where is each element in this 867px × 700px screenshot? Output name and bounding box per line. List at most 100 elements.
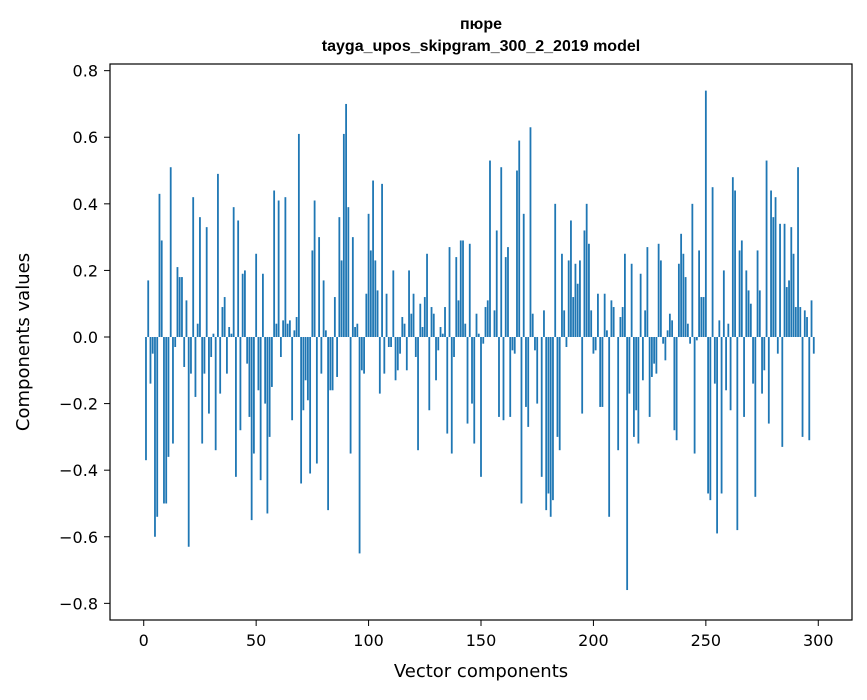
- bar-159: [500, 167, 502, 337]
- bar-46: [246, 337, 248, 364]
- bar-10: [165, 337, 167, 503]
- bar-258: [723, 270, 725, 337]
- bar-71: [302, 337, 304, 410]
- bar-63: [284, 197, 286, 337]
- bar-38: [228, 327, 230, 337]
- bar-201: [595, 337, 597, 350]
- bar-184: [557, 337, 559, 437]
- bar-43: [240, 337, 242, 430]
- bar-93: [352, 237, 354, 337]
- y-tick-label: 0.6: [73, 128, 98, 147]
- bar-252: [709, 337, 711, 500]
- bar-95: [356, 324, 358, 337]
- bar-188: [566, 337, 568, 347]
- bar-146: [471, 337, 473, 404]
- bar-17: [181, 277, 183, 337]
- bar-196: [584, 230, 586, 337]
- x-tick-label: 150: [466, 631, 497, 650]
- bar-133: [442, 334, 444, 337]
- bar-247: [698, 250, 700, 337]
- bar-149: [478, 334, 480, 337]
- bar-167: [518, 141, 520, 337]
- bar-191: [572, 297, 574, 337]
- bar-18: [183, 337, 185, 367]
- bar-61: [280, 337, 282, 357]
- bar-1: [145, 337, 147, 460]
- bar-158: [498, 337, 500, 417]
- bar-246: [696, 337, 698, 340]
- bar-7: [159, 194, 161, 337]
- bar-279: [770, 191, 772, 337]
- bar-236: [673, 337, 675, 430]
- bar-86: [336, 337, 338, 377]
- bar-294: [804, 310, 806, 337]
- bar-156: [494, 310, 496, 337]
- bar-113: [397, 337, 399, 370]
- bar-212: [620, 317, 622, 337]
- bar-135: [446, 337, 448, 434]
- bar-163: [509, 337, 511, 417]
- bar-108: [386, 294, 388, 337]
- bar-274: [759, 290, 761, 337]
- bar-94: [354, 327, 356, 337]
- bar-74: [309, 337, 311, 474]
- bar-224: [646, 247, 648, 337]
- bar-260: [727, 324, 729, 337]
- bar-4: [152, 337, 154, 354]
- bar-209: [613, 307, 615, 337]
- bar-31: [213, 334, 215, 337]
- bar-124: [422, 327, 424, 337]
- bar-75: [311, 250, 313, 337]
- bar-270: [750, 304, 752, 337]
- bar-44: [242, 274, 244, 337]
- bar-298: [813, 337, 815, 354]
- bar-41: [235, 337, 237, 477]
- bar-203: [599, 337, 601, 407]
- bar-263: [734, 191, 736, 337]
- bar-130: [435, 337, 437, 380]
- bar-289: [793, 254, 795, 337]
- bar-255: [716, 337, 718, 533]
- bar-87: [338, 217, 340, 337]
- bar-82: [327, 337, 329, 510]
- bar-193: [577, 284, 579, 337]
- bar-76: [314, 201, 316, 338]
- bar-24: [197, 324, 199, 337]
- bar-162: [507, 247, 509, 337]
- bar-138: [453, 337, 455, 357]
- bar-78: [318, 237, 320, 337]
- bar-230: [660, 260, 662, 337]
- bar-19: [186, 300, 188, 337]
- bar-56: [269, 337, 271, 437]
- bar-36: [224, 297, 226, 337]
- y-tick-label: 0.8: [73, 62, 98, 81]
- bar-69: [298, 134, 300, 337]
- bar-269: [748, 290, 750, 337]
- bar-199: [590, 310, 592, 337]
- bar-293: [802, 337, 804, 437]
- bar-154: [489, 161, 491, 337]
- bar-195: [581, 337, 583, 414]
- bar-226: [651, 337, 653, 377]
- bar-118: [408, 270, 410, 337]
- bar-290: [795, 307, 797, 337]
- bar-257: [721, 337, 723, 493]
- bar-101: [370, 250, 372, 337]
- bar-142: [462, 240, 464, 337]
- bar-180: [548, 337, 550, 493]
- y-tick-label: 0.2: [73, 261, 98, 280]
- bar-187: [563, 310, 565, 337]
- bar-216: [629, 337, 631, 394]
- x-tick-label: 250: [691, 631, 722, 650]
- bar-48: [251, 337, 253, 520]
- bar-123: [419, 304, 421, 337]
- bar-283: [779, 224, 781, 337]
- bar-50: [255, 254, 257, 337]
- bar-287: [788, 280, 790, 337]
- bar-80: [323, 280, 325, 337]
- bar-13: [172, 337, 174, 444]
- bar-40: [233, 207, 235, 337]
- bar-53: [262, 274, 264, 337]
- bar-262: [732, 177, 734, 337]
- bar-52: [260, 337, 262, 480]
